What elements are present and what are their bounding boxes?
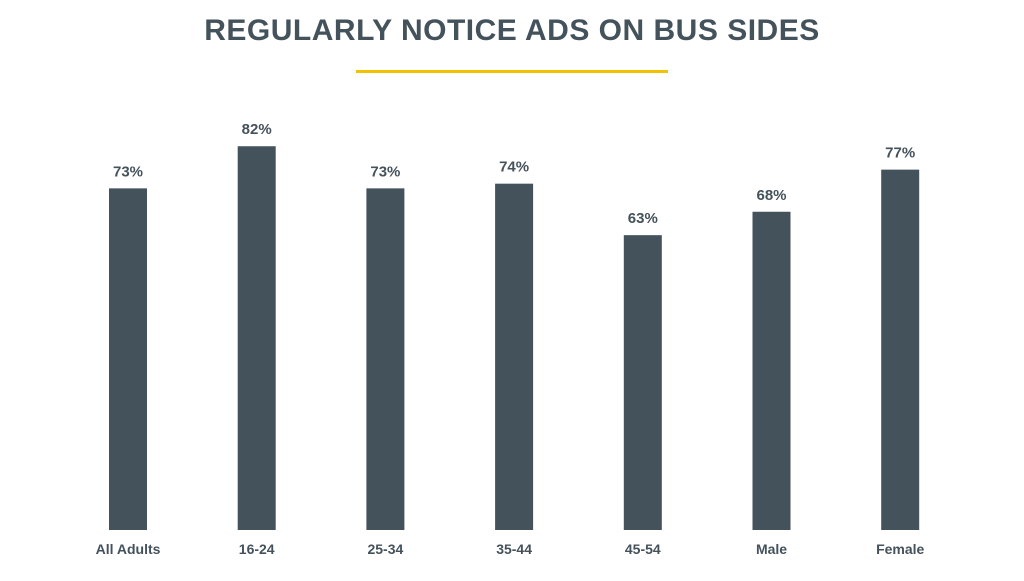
value-label-45-54: 63% — [628, 210, 658, 227]
bar-35-44 — [495, 183, 534, 530]
x-tick-label-16-24: 16-24 — [239, 541, 275, 557]
x-tick-label-male: Male — [756, 541, 787, 557]
title-underline — [356, 70, 668, 73]
bar-female — [881, 169, 920, 530]
x-tick-label-all-adults: All Adults — [96, 541, 161, 557]
x-tick-label-35-44: 35-44 — [496, 541, 532, 557]
value-label-all-adults: 73% — [113, 163, 143, 180]
value-label-16-24: 82% — [242, 121, 272, 138]
bar-25-34 — [366, 188, 405, 531]
x-tick-label-female: Female — [876, 541, 924, 557]
value-label-25-34: 73% — [370, 163, 400, 180]
x-tick-labels-group: All Adults 16-24 25-34 35-44 45-54 Male Female — [96, 541, 925, 557]
bar-male — [752, 211, 791, 530]
value-label-35-44: 74% — [499, 159, 529, 176]
bars-group — [109, 146, 920, 531]
value-label-female: 77% — [885, 145, 915, 162]
value-label-male: 68% — [756, 187, 786, 204]
value-labels-group: 73% 82% 73% 74% 63% 68% 77% — [113, 121, 915, 227]
bar-16-24 — [237, 146, 276, 531]
x-tick-label-45-54: 45-54 — [625, 541, 661, 557]
bar-45-54 — [623, 235, 662, 530]
x-tick-label-25-34: 25-34 — [367, 541, 403, 557]
bar-all-adults — [109, 188, 147, 531]
chart-title: REGULARLY NOTICE ADS ON BUS SIDES — [204, 14, 820, 47]
